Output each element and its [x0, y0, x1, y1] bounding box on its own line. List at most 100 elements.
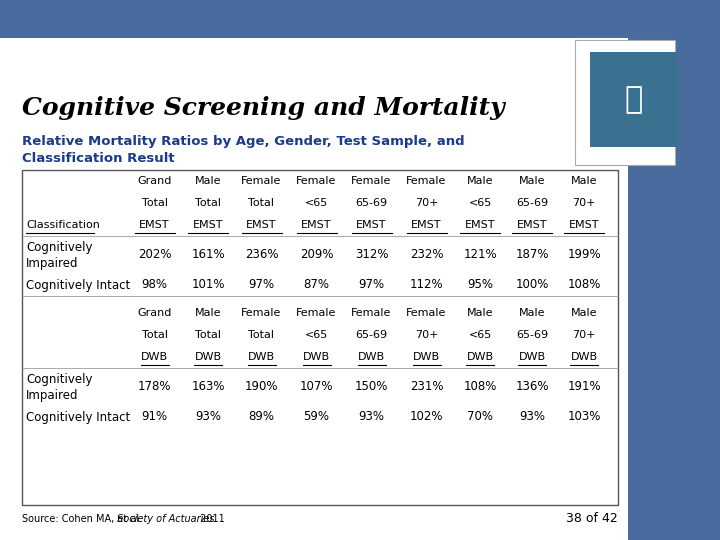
- Text: Male: Male: [467, 176, 493, 186]
- Text: 150%: 150%: [355, 381, 388, 394]
- Text: EMST: EMST: [139, 220, 170, 230]
- Text: 202%: 202%: [138, 248, 171, 261]
- Text: DWB: DWB: [303, 352, 330, 362]
- Bar: [575, 40, 675, 165]
- Text: Male: Male: [518, 176, 545, 186]
- Text: Female: Female: [351, 176, 392, 186]
- Text: Impaired: Impaired: [26, 388, 78, 402]
- Text: 93%: 93%: [195, 410, 221, 423]
- Text: 2011: 2011: [197, 514, 225, 524]
- Text: 70+: 70+: [415, 198, 438, 208]
- Text: 190%: 190%: [245, 381, 278, 394]
- Text: EMST: EMST: [301, 220, 332, 230]
- Text: 65-69: 65-69: [516, 198, 548, 208]
- Text: Cognitively: Cognitively: [26, 240, 92, 253]
- Text: 107%: 107%: [300, 381, 333, 394]
- Bar: [628, 0, 720, 540]
- Text: Total: Total: [195, 330, 221, 340]
- Text: EMST: EMST: [464, 220, 495, 230]
- Text: 87%: 87%: [304, 279, 330, 292]
- Text: Total: Total: [142, 198, 168, 208]
- Text: Total: Total: [142, 330, 168, 340]
- Text: 59%: 59%: [304, 410, 330, 423]
- Text: 102%: 102%: [410, 410, 444, 423]
- Text: <65: <65: [469, 330, 492, 340]
- Text: EMST: EMST: [569, 220, 599, 230]
- Text: 103%: 103%: [567, 410, 600, 423]
- Text: 95%: 95%: [467, 279, 493, 292]
- Text: 70%: 70%: [467, 410, 493, 423]
- Text: Male: Male: [571, 176, 598, 186]
- Text: Male: Male: [467, 308, 493, 318]
- Text: Classification: Classification: [26, 220, 100, 230]
- Text: 199%: 199%: [567, 248, 600, 261]
- Text: Impaired: Impaired: [26, 256, 78, 269]
- Text: Relative Mortality Ratios by Age, Gender, Test Sample, and: Relative Mortality Ratios by Age, Gender…: [22, 136, 464, 148]
- Text: <65: <65: [469, 198, 492, 208]
- Text: Female: Female: [297, 308, 337, 318]
- Text: EMST: EMST: [517, 220, 547, 230]
- Text: Grand: Grand: [138, 176, 171, 186]
- Text: Grand: Grand: [138, 308, 171, 318]
- Text: DWB: DWB: [413, 352, 440, 362]
- Text: Female: Female: [297, 176, 337, 186]
- Text: DWB: DWB: [248, 352, 275, 362]
- Text: Cognitively: Cognitively: [26, 373, 92, 386]
- Text: 89%: 89%: [248, 410, 274, 423]
- Text: 312%: 312%: [355, 248, 388, 261]
- Text: 100%: 100%: [516, 279, 549, 292]
- Text: Classification Result: Classification Result: [22, 152, 175, 165]
- Text: Female: Female: [241, 308, 282, 318]
- Text: 97%: 97%: [359, 279, 384, 292]
- Text: <65: <65: [305, 330, 328, 340]
- Text: 163%: 163%: [192, 381, 225, 394]
- Text: 161%: 161%: [192, 248, 225, 261]
- Text: Cognitive Screening and Mortality: Cognitive Screening and Mortality: [22, 96, 505, 120]
- Text: 187%: 187%: [516, 248, 549, 261]
- Bar: [22, 170, 618, 505]
- Text: Female: Female: [406, 308, 446, 318]
- Text: Society of Actuaries: Society of Actuaries: [117, 514, 215, 524]
- Text: Female: Female: [241, 176, 282, 186]
- Text: 70+: 70+: [415, 330, 438, 340]
- Text: 209%: 209%: [300, 248, 333, 261]
- Bar: [0, 38, 628, 540]
- Text: Cognitively Intact: Cognitively Intact: [26, 279, 130, 292]
- Text: 98%: 98%: [142, 279, 168, 292]
- Text: 231%: 231%: [410, 381, 444, 394]
- Text: <65: <65: [305, 198, 328, 208]
- Text: Cognitively Intact: Cognitively Intact: [26, 410, 130, 423]
- Text: 65-69: 65-69: [356, 198, 387, 208]
- Text: 136%: 136%: [516, 381, 549, 394]
- Text: 93%: 93%: [519, 410, 545, 423]
- Text: DWB: DWB: [467, 352, 494, 362]
- Text: DWB: DWB: [358, 352, 385, 362]
- Text: 70+: 70+: [572, 198, 595, 208]
- Text: Male: Male: [194, 176, 221, 186]
- Text: 232%: 232%: [410, 248, 444, 261]
- Text: EMST: EMST: [193, 220, 223, 230]
- Text: 236%: 236%: [245, 248, 278, 261]
- Text: DWB: DWB: [141, 352, 168, 362]
- Text: Total: Total: [248, 330, 274, 340]
- Text: 191%: 191%: [567, 381, 600, 394]
- Text: 70+: 70+: [572, 330, 595, 340]
- Text: EMST: EMST: [411, 220, 442, 230]
- Bar: [0, 0, 720, 38]
- Text: Female: Female: [351, 308, 392, 318]
- Text: 121%: 121%: [463, 248, 497, 261]
- Text: DWB: DWB: [570, 352, 598, 362]
- Text: 97%: 97%: [248, 279, 274, 292]
- Text: Female: Female: [406, 176, 446, 186]
- Text: 🐋: 🐋: [625, 85, 643, 114]
- Text: Total: Total: [195, 198, 221, 208]
- Text: Source: Cohen MA, et al.: Source: Cohen MA, et al.: [22, 514, 145, 524]
- Text: 38 of 42: 38 of 42: [566, 512, 618, 525]
- Text: DWB: DWB: [518, 352, 546, 362]
- Text: Male: Male: [571, 308, 598, 318]
- Text: Male: Male: [518, 308, 545, 318]
- Text: 101%: 101%: [192, 279, 225, 292]
- Text: DWB: DWB: [194, 352, 222, 362]
- Text: 178%: 178%: [138, 381, 171, 394]
- Text: EMST: EMST: [356, 220, 387, 230]
